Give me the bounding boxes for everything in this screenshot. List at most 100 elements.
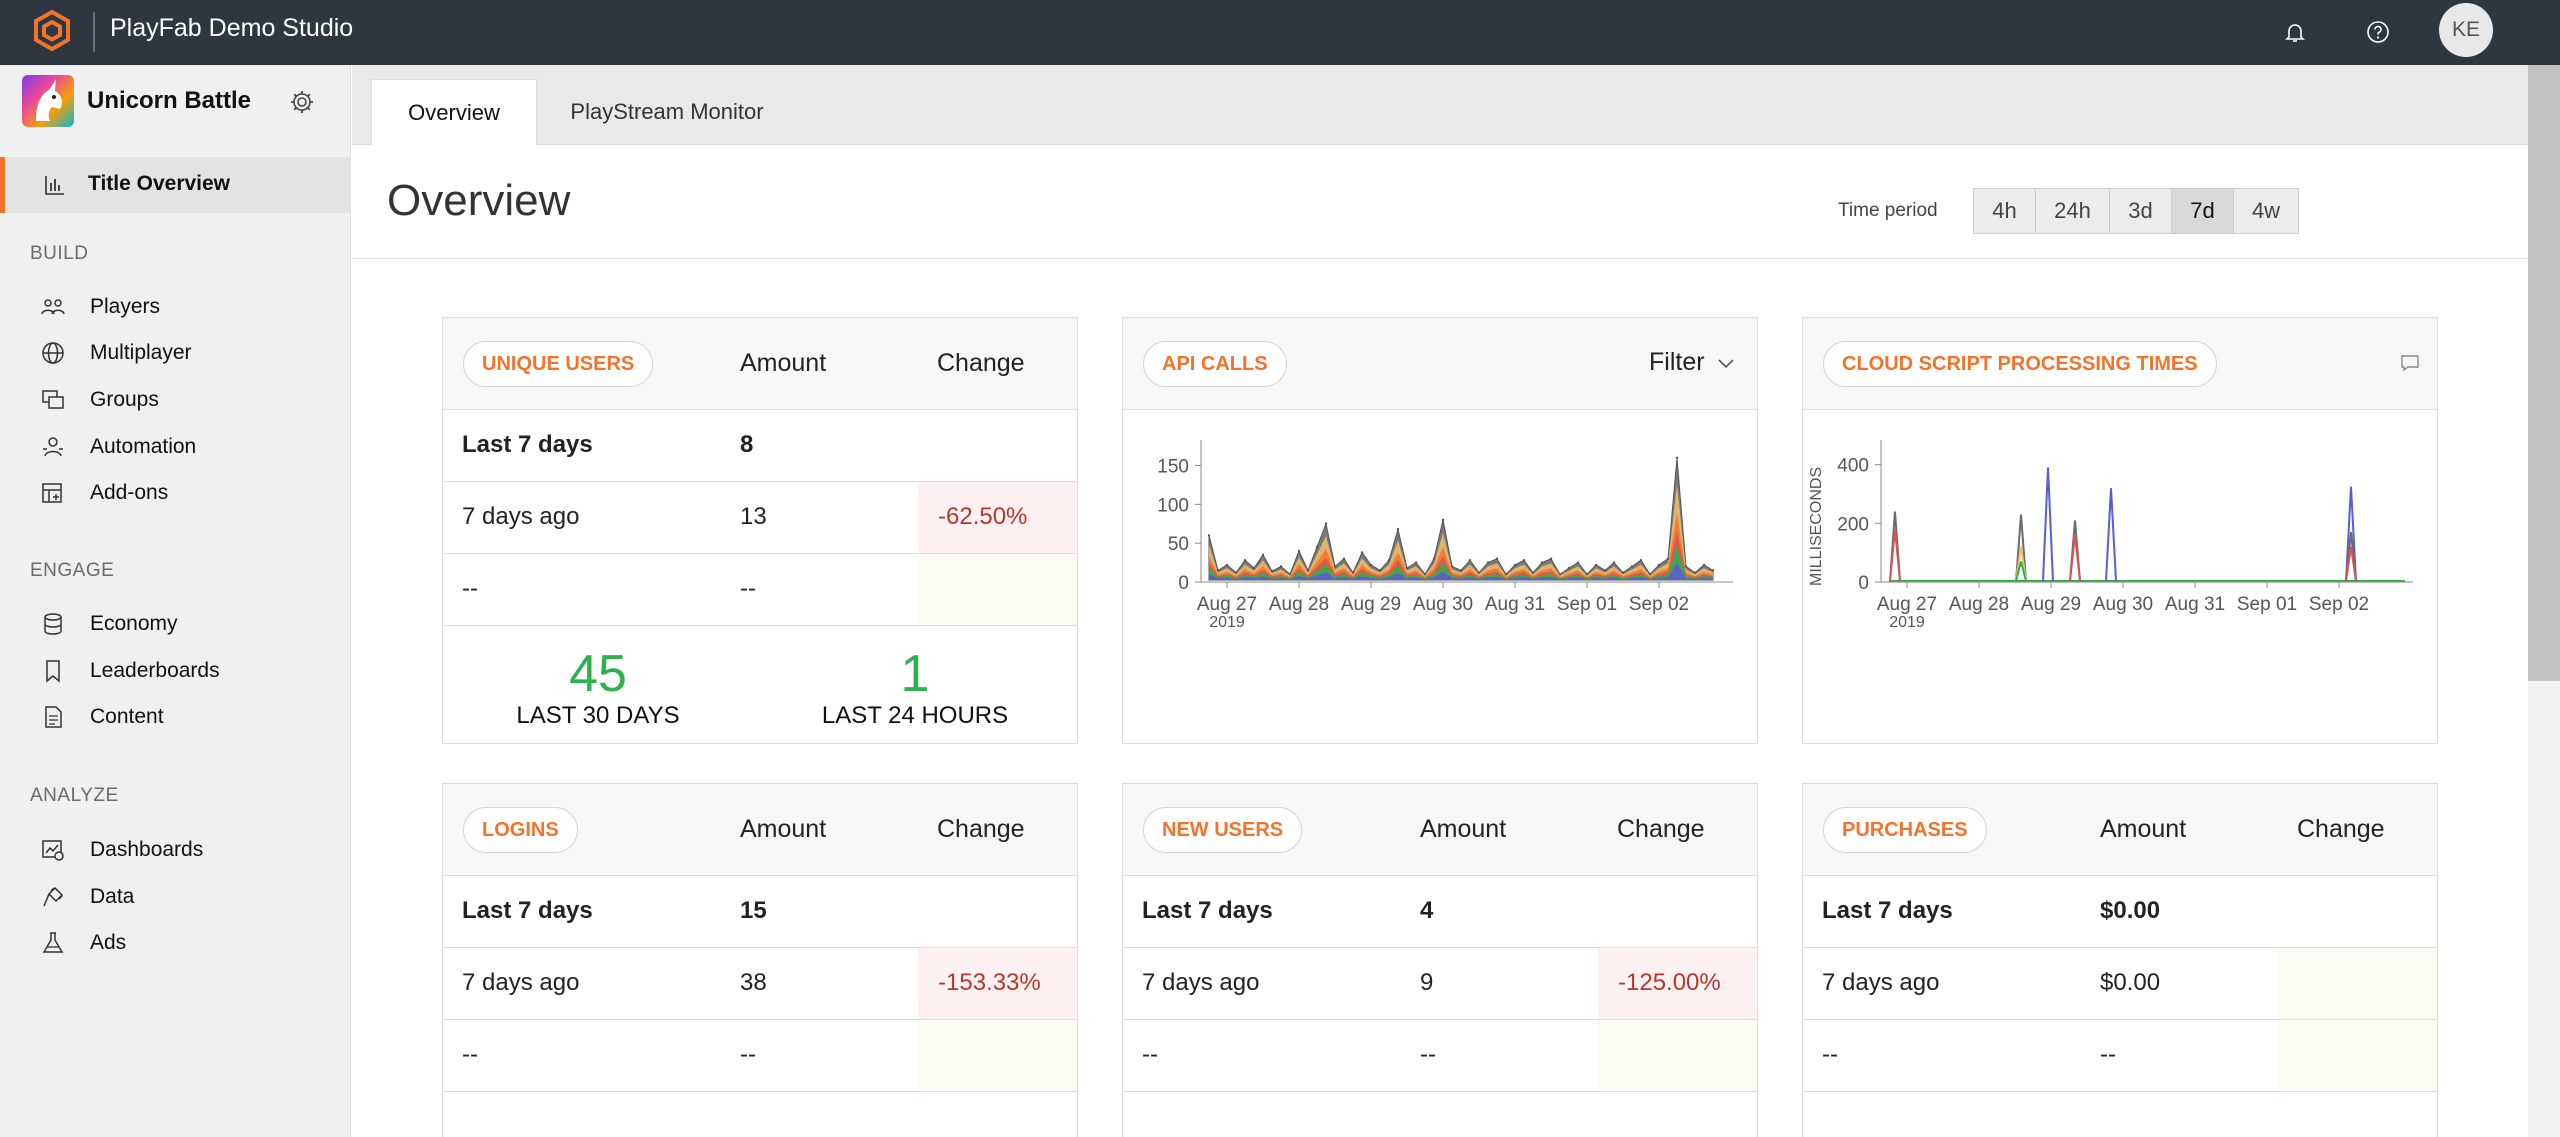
table-row: 7 days ago 13 -62.50% — [443, 482, 1077, 554]
tab-overview[interactable]: Overview — [371, 79, 537, 145]
y-tick-label: 100 — [1157, 495, 1189, 516]
sidebar-item-automation[interactable]: Automation — [0, 425, 351, 469]
logins-title-badge[interactable]: LOGINS — [463, 807, 578, 853]
period-4h-button[interactable]: 4h — [1974, 189, 2036, 233]
bell-icon[interactable] — [2277, 14, 2313, 50]
card-header: NEW USERS Amount Change — [1123, 784, 1757, 876]
filter-dropdown[interactable]: Filter — [1649, 348, 1736, 377]
user-avatar[interactable]: KE — [2439, 3, 2493, 57]
purchases-title-badge[interactable]: PURCHASES — [1823, 807, 1987, 853]
period-3d-button[interactable]: 3d — [2110, 189, 2172, 233]
data-point — [1684, 565, 1688, 568]
plug-icon — [43, 886, 64, 907]
data-point — [1423, 573, 1427, 576]
spike-gray — [2015, 514, 2027, 582]
sidebar-item-content[interactable]: Content — [0, 695, 351, 739]
data-point — [1333, 565, 1337, 568]
sidebar-item-title-overview[interactable]: Title Overview — [0, 157, 351, 213]
data-point — [1459, 569, 1463, 572]
row-label: 7 days ago — [462, 969, 580, 996]
help-icon[interactable] — [2360, 14, 2396, 50]
data-point — [1432, 557, 1436, 560]
sidebar-item-label: Ads — [90, 931, 127, 954]
data-point — [1378, 569, 1382, 572]
x-year-label: 2019 — [1209, 614, 1245, 631]
data-point — [1396, 528, 1400, 531]
unique-users-title-badge[interactable]: UNIQUE USERS — [463, 341, 654, 387]
y-tick-label: 400 — [1837, 456, 1869, 477]
data-point — [1351, 571, 1355, 574]
change-column-header: Change — [937, 815, 1025, 843]
x-tick-label: Aug 28 — [1949, 594, 2009, 615]
amount-column-header: Amount — [740, 815, 827, 843]
sidebar-item-label: Data — [90, 885, 135, 908]
api-calls-title-badge[interactable]: API CALLS — [1143, 341, 1287, 387]
header-divider — [352, 258, 2528, 259]
data-point — [1549, 557, 1553, 560]
data-point — [1360, 551, 1364, 554]
studio-title[interactable]: PlayFab Demo Studio — [110, 14, 354, 42]
stat-label: LAST 30 DAYS — [516, 702, 680, 729]
sidebar-item-dashboards[interactable]: Dashboards — [0, 828, 351, 872]
period-24h-button[interactable]: 24h — [2036, 189, 2110, 233]
add-ons-icon — [42, 483, 62, 503]
comment-icon[interactable] — [2399, 352, 2421, 374]
sidebar-item-players[interactable]: Players — [0, 285, 351, 329]
row-label: -- — [1822, 1041, 1838, 1068]
sidebar-item-leaderboards[interactable]: Leaderboards — [0, 649, 351, 693]
tab-strip: Overview PlayStream Monitor — [352, 65, 2528, 145]
stat-value: 45 — [569, 645, 627, 703]
card-header: CLOUD SCRIPT PROCESSING TIMES — [1803, 318, 2437, 410]
data-point — [1594, 563, 1598, 567]
data-point — [1450, 565, 1454, 568]
spike-red — [1889, 529, 1901, 582]
amount-column-header: Amount — [2100, 815, 2187, 843]
scrollbar-thumb[interactable] — [2528, 65, 2560, 681]
sidebar-item-economy[interactable]: Economy — [0, 602, 351, 646]
card-header: LOGINS Amount Change — [443, 784, 1077, 876]
data-point — [1468, 559, 1472, 562]
sidebar-item-label: Groups — [90, 388, 159, 411]
data-point — [1522, 559, 1526, 562]
sidebar-item-ads[interactable]: Ads — [0, 921, 351, 965]
data-point — [1639, 559, 1643, 562]
y-tick-label: 0 — [1858, 573, 1869, 594]
y-tick-label: 0 — [1178, 573, 1189, 594]
data-point — [1252, 566, 1256, 570]
stat-label: LAST 24 HOURS — [821, 702, 1009, 729]
data-point — [1540, 561, 1544, 564]
section-label-engage: ENGAGE — [30, 560, 115, 581]
tab-playstream-monitor[interactable]: PlayStream Monitor — [570, 99, 764, 124]
api-series-0 — [1208, 457, 1714, 581]
row-label: -- — [462, 575, 478, 602]
period-4w-button[interactable]: 4w — [2234, 189, 2298, 233]
x-tick-label: Sep 01 — [2237, 594, 2297, 615]
playfab-logo-icon[interactable] — [30, 9, 74, 53]
period-7d-button[interactable]: 7d — [2172, 189, 2234, 233]
change-cell — [2278, 948, 2437, 1019]
cloud-script-title-badge[interactable]: CLOUD SCRIPT PROCESSING TIMES — [1823, 341, 2217, 387]
x-tick-label: Aug 30 — [1413, 594, 1473, 615]
data-point — [1648, 573, 1652, 576]
table-row: Last 7 days 8 — [443, 410, 1077, 482]
change-cell — [918, 1020, 1077, 1091]
data-point — [1702, 563, 1706, 567]
y-axis-label: MILLISECONDS — [1808, 467, 1825, 586]
sidebar-item-groups[interactable]: Groups — [0, 378, 351, 422]
new-users-title-badge[interactable]: NEW USERS — [1143, 807, 1303, 853]
x-tick-label: Sep 02 — [2309, 594, 2369, 615]
table-row: Last 7 days 15 — [443, 876, 1077, 948]
data-point — [1630, 565, 1634, 568]
row-amount: -- — [740, 1041, 756, 1068]
logo-divider — [93, 12, 95, 52]
new-users-card: NEW USERS Amount Change Last 7 days 4 7 … — [1122, 783, 1758, 1137]
gear-icon[interactable] — [287, 87, 317, 117]
sidebar-item-add-ons[interactable]: Add-ons — [0, 471, 351, 515]
x-tick-label: Aug 31 — [2165, 594, 2225, 615]
title-name[interactable]: Unicorn Battle — [87, 87, 252, 114]
sidebar-item-multiplayer[interactable]: Multiplayer — [0, 331, 351, 375]
data-point — [1234, 571, 1238, 574]
sidebar-item-data[interactable]: Data — [0, 875, 351, 919]
